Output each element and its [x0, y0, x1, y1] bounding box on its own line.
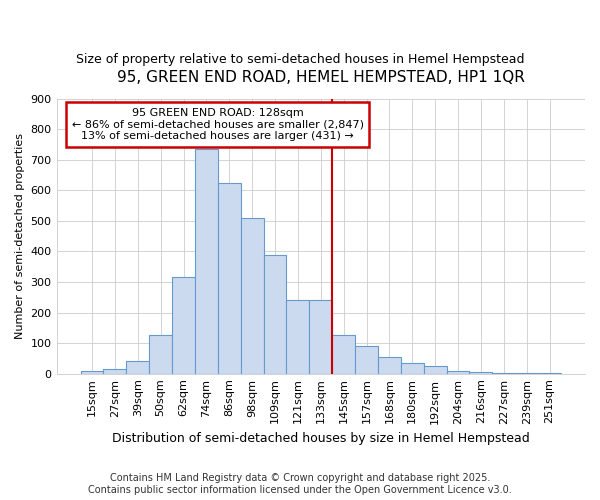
Bar	[195, 149, 218, 374]
Bar	[172, 278, 195, 374]
Bar	[103, 369, 127, 374]
Bar	[263, 254, 286, 374]
Bar	[310, 300, 332, 374]
Bar	[218, 182, 241, 374]
Bar	[241, 218, 263, 374]
Bar	[355, 346, 378, 374]
Text: 95 GREEN END ROAD: 128sqm
← 86% of semi-detached houses are smaller (2,847)
13% : 95 GREEN END ROAD: 128sqm ← 86% of semi-…	[72, 108, 364, 141]
Bar	[446, 370, 469, 374]
Bar	[515, 373, 538, 374]
X-axis label: Distribution of semi-detached houses by size in Hemel Hempstead: Distribution of semi-detached houses by …	[112, 432, 530, 445]
Bar	[424, 366, 446, 374]
Bar	[80, 370, 103, 374]
Bar	[286, 300, 310, 374]
Text: Size of property relative to semi-detached houses in Hemel Hempstead: Size of property relative to semi-detach…	[76, 52, 524, 66]
Y-axis label: Number of semi-detached properties: Number of semi-detached properties	[15, 133, 25, 339]
Bar	[401, 363, 424, 374]
Bar	[127, 362, 149, 374]
Bar	[332, 336, 355, 374]
Bar	[378, 357, 401, 374]
Bar	[149, 336, 172, 374]
Bar	[493, 373, 515, 374]
Bar	[469, 372, 493, 374]
Title: 95, GREEN END ROAD, HEMEL HEMPSTEAD, HP1 1QR: 95, GREEN END ROAD, HEMEL HEMPSTEAD, HP1…	[117, 70, 525, 85]
Text: Contains HM Land Registry data © Crown copyright and database right 2025.
Contai: Contains HM Land Registry data © Crown c…	[88, 474, 512, 495]
